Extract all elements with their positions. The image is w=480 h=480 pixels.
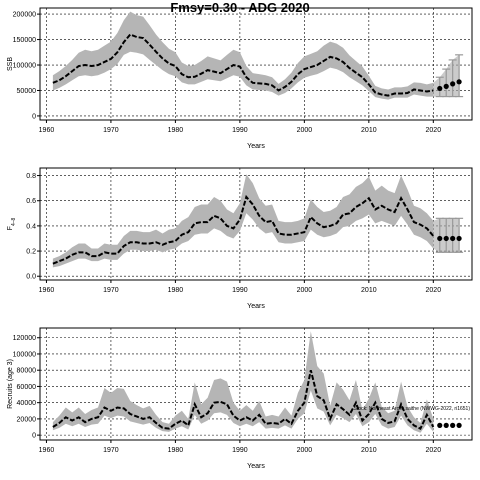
projection-point (437, 422, 443, 428)
x-tick-label: 1970 (103, 287, 119, 294)
confidence-band (52, 11, 434, 100)
projection-point (450, 81, 456, 87)
x-tick-label: 2010 (361, 127, 377, 134)
x-tick-label: 1990 (232, 447, 248, 454)
projection-point (443, 83, 449, 89)
projection-point (456, 422, 462, 428)
projection-point (437, 85, 443, 92)
projection-point (456, 235, 462, 242)
x-tick-label: 1980 (168, 447, 184, 454)
y-axis-title: SSB (7, 57, 14, 71)
x-tick-label: 1990 (232, 127, 248, 134)
x-tick-label: 2010 (361, 447, 377, 454)
projection-point (437, 235, 443, 242)
stock-annotation: Stock: Northeast Arctic saithe (NWWG-202… (354, 406, 471, 412)
x-tick-label: 2000 (297, 447, 313, 454)
x-tick-label: 2020 (426, 447, 442, 454)
x-tick-label: 2000 (297, 287, 313, 294)
panel-fishing-mortality: 1960 1970 1980 1990 2000 2010 2020 0.0 0.2 0.4 0.6… (7, 167, 473, 310)
y-tick-label: 50000 (17, 88, 37, 95)
x-tick-label: 1980 (168, 287, 184, 294)
projection-point (443, 422, 449, 428)
x-tick-label: 1990 (232, 287, 248, 294)
y-tick-label: 0 (32, 433, 36, 440)
y-tick-label: 20000 (17, 416, 37, 423)
y-axis-title-subscript: 4–8 (11, 217, 17, 226)
projection-point (443, 235, 449, 242)
x-tick-label: 1970 (103, 447, 119, 454)
y-tick-label: 100000 (13, 351, 36, 358)
y-tick-label: 100000 (13, 63, 36, 70)
y-tick-label: 120000 (13, 335, 36, 342)
y-axis-title: Recruits (age 3) (7, 359, 14, 409)
projection-point (450, 235, 456, 242)
x-tick-label: 1980 (168, 127, 184, 134)
x-tick-label: 2010 (361, 287, 377, 294)
estimate-line (52, 33, 434, 97)
x-tick-label: 1960 (39, 447, 55, 454)
y-tick-label: 0.6 (26, 198, 36, 205)
x-tick-label: 2000 (297, 127, 313, 134)
x-axis-title: Years (247, 143, 265, 150)
x-tick-label: 1960 (39, 127, 55, 134)
y-tick-label: 0.0 (26, 274, 36, 281)
y-tick-label: 0 (32, 113, 36, 120)
y-tick-label: 0.8 (26, 173, 36, 180)
projection-point (456, 79, 462, 85)
y-tick-label: 200000 (13, 12, 36, 19)
x-axis-title: Years (247, 303, 265, 310)
y-tick-label: 150000 (13, 37, 36, 44)
plot-frame (39, 7, 473, 121)
panel-recruitment: 1960 1970 1980 1990 2000 2010 2020 0 20000 40000 6… (7, 327, 473, 470)
plot-frame (39, 327, 473, 441)
y-tick-label: 60000 (17, 384, 37, 391)
y-tick-label: 0.4 (26, 223, 36, 230)
confidence-band (52, 174, 434, 268)
x-tick-label: 1970 (103, 127, 119, 134)
x-tick-label: 2020 (426, 127, 442, 134)
projection-point (450, 422, 456, 428)
estimate-line (52, 194, 435, 265)
y-axis-title: F4–8 (7, 217, 17, 230)
x-axis-title: Years (247, 463, 265, 470)
panel-ssb: 1960 1970 1980 1990 2000 2010 2020 0 50000 100000… (7, 7, 473, 150)
plot-frame (39, 167, 473, 281)
y-tick-label: 40000 (17, 400, 37, 407)
y-tick-label: 80000 (17, 368, 37, 375)
x-tick-label: 2020 (426, 287, 442, 294)
estimate-line (52, 369, 435, 430)
x-tick-label: 1960 (39, 287, 55, 294)
confidence-band (52, 331, 434, 433)
y-tick-label: 0.2 (26, 249, 36, 256)
